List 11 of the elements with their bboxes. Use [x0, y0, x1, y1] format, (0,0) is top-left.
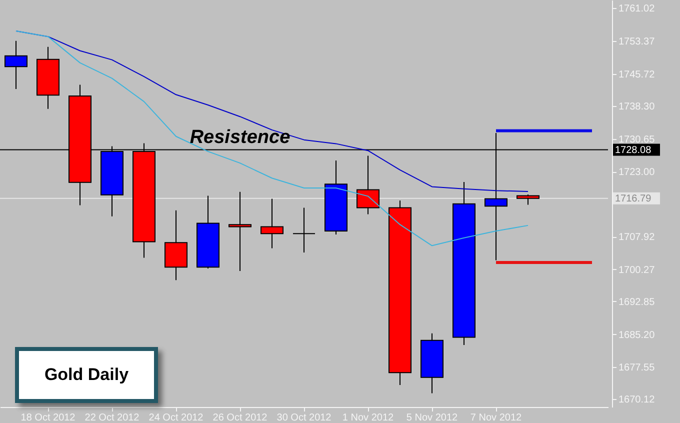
candlestick: [4, 40, 28, 90]
text-box: Gold Daily: [15, 347, 158, 403]
candlestick: [516, 194, 540, 206]
ref-line-label: 1716.79: [615, 193, 652, 204]
candlestick: [228, 191, 252, 272]
candlestick: [260, 198, 284, 249]
candlestick: [292, 207, 316, 254]
annotation: Resistence: [190, 126, 291, 148]
candlestick: [356, 155, 380, 215]
ref-line-label: 1728.08: [615, 144, 652, 156]
line-series: [16, 30, 528, 246]
